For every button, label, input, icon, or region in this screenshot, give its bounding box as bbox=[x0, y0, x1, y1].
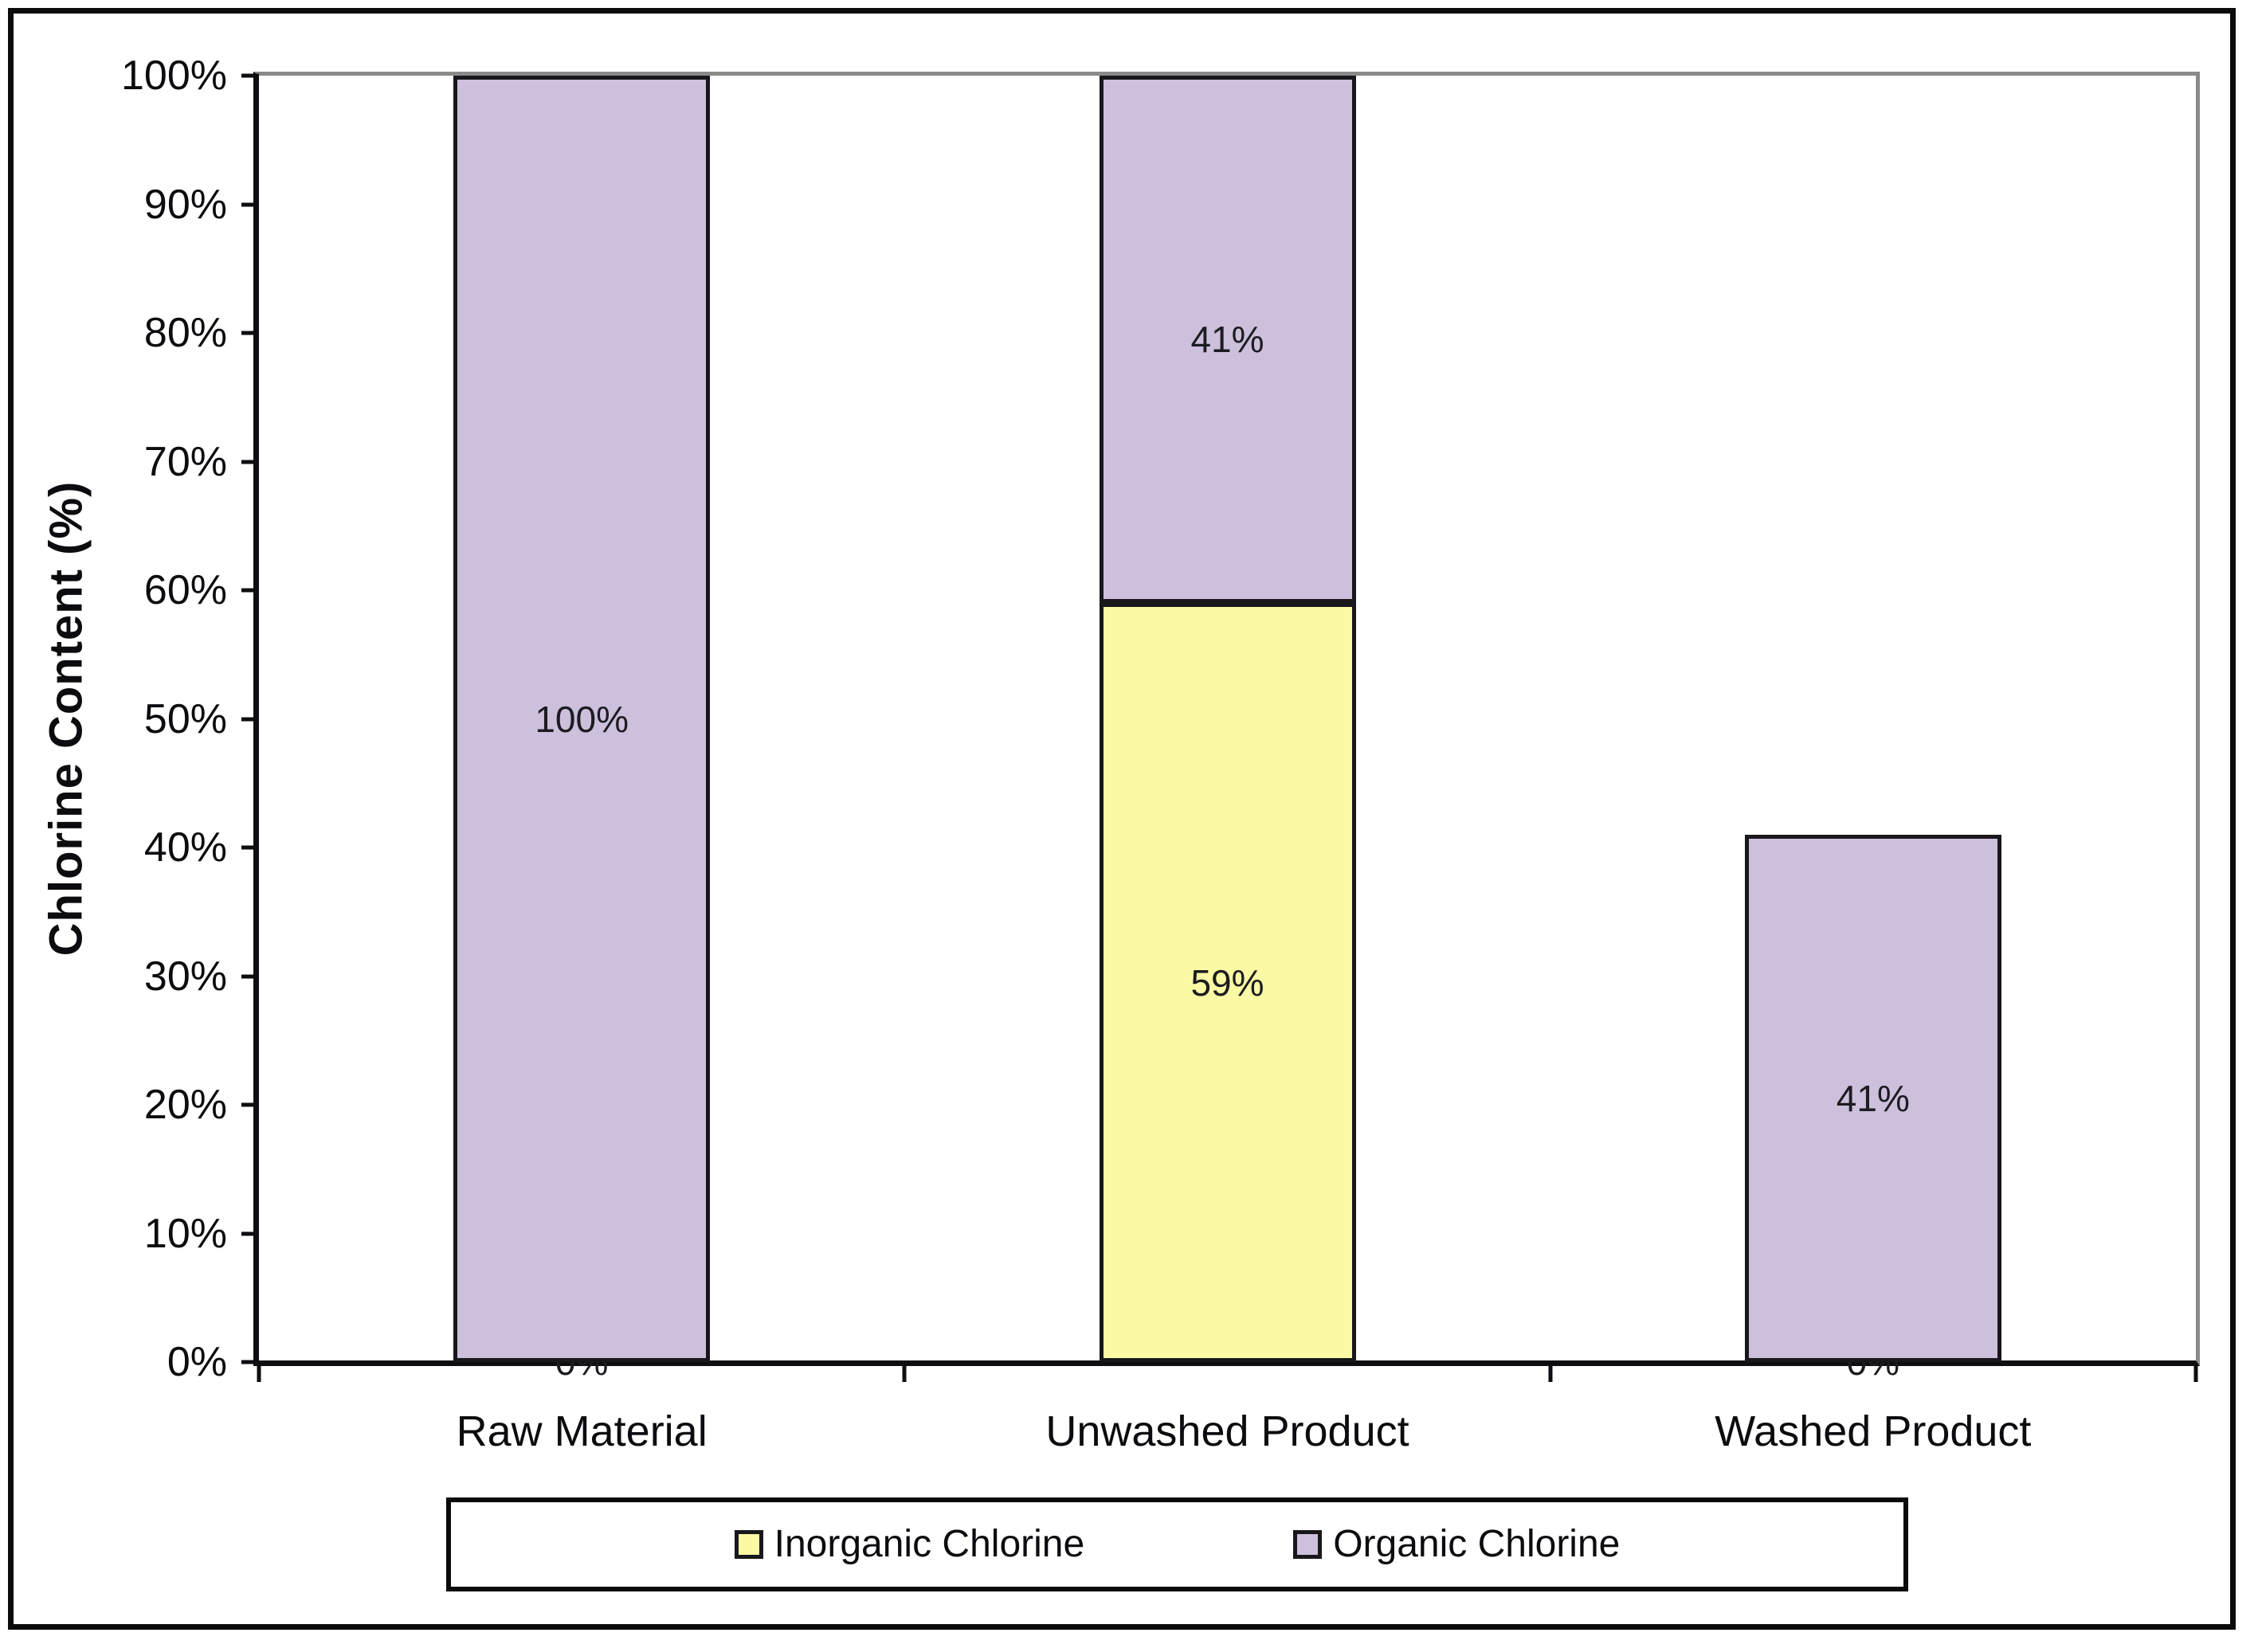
legend-entry: Organic Chlorine bbox=[1293, 1525, 1620, 1564]
x-category-label: Washed Product bbox=[1715, 1407, 2032, 1455]
bar-data-label: 41% bbox=[1836, 1077, 1910, 1119]
y-axis-tick-label: 0% bbox=[167, 1339, 227, 1385]
bar-data-label: 59% bbox=[1190, 961, 1264, 1004]
y-axis-tick-label: 70% bbox=[143, 438, 227, 485]
legend-swatch-icon bbox=[734, 1530, 763, 1559]
y-axis-tick-label: 100% bbox=[121, 53, 227, 99]
y-axis-tick-label: 20% bbox=[143, 1082, 227, 1128]
y-axis-tick bbox=[241, 845, 259, 850]
y-axis-tick-label: 80% bbox=[143, 310, 227, 356]
y-axis-tick bbox=[241, 73, 259, 78]
bar-segment-organic-chlorine bbox=[453, 76, 711, 1362]
y-axis-tick bbox=[241, 1360, 259, 1364]
x-axis-tick bbox=[1548, 1364, 1553, 1382]
y-axis-tick-label: 10% bbox=[143, 1210, 227, 1257]
legend-entry: Inorganic Chlorine bbox=[734, 1523, 1085, 1565]
legend-swatch-icon bbox=[1293, 1530, 1323, 1559]
x-axis-tick bbox=[257, 1364, 261, 1382]
y-axis-tick-label: 40% bbox=[143, 824, 227, 871]
bar-data-label: 100% bbox=[535, 698, 629, 740]
y-axis-tick bbox=[241, 331, 259, 335]
y-axis-tick bbox=[241, 717, 259, 721]
bar-data-label: 41% bbox=[1190, 319, 1264, 361]
y-axis-tick-label: 90% bbox=[143, 181, 227, 228]
chart-border bbox=[8, 8, 2236, 1630]
bar-segment-organic-chlorine bbox=[1099, 76, 1356, 604]
legend-label: Organic Chlorine bbox=[1333, 1523, 1621, 1565]
y-axis-tick bbox=[241, 1102, 259, 1107]
y-axis-tick bbox=[241, 460, 259, 464]
y-axis-tick-label: 60% bbox=[143, 567, 227, 613]
y-axis-tick-label: 30% bbox=[143, 953, 227, 1000]
y-axis-tick bbox=[241, 588, 259, 593]
bar-segment-organic-chlorine bbox=[1744, 834, 2001, 1362]
y-axis-tick bbox=[241, 1231, 259, 1235]
y-axis-tick bbox=[241, 202, 259, 206]
legend: Inorganic Chlorine Organic Chlorine bbox=[446, 1497, 1908, 1591]
bar-segment-inorganic-chlorine bbox=[1099, 603, 1356, 1362]
x-axis-tick bbox=[2193, 1364, 2198, 1382]
x-category-label: Unwashed Product bbox=[1045, 1407, 1409, 1455]
y-axis-tick-label: 50% bbox=[143, 695, 227, 742]
x-axis-tick bbox=[902, 1364, 907, 1382]
x-category-label: Raw Material bbox=[456, 1407, 708, 1455]
legend-label: Inorganic Chlorine bbox=[774, 1523, 1085, 1565]
y-axis-tick bbox=[241, 974, 259, 978]
